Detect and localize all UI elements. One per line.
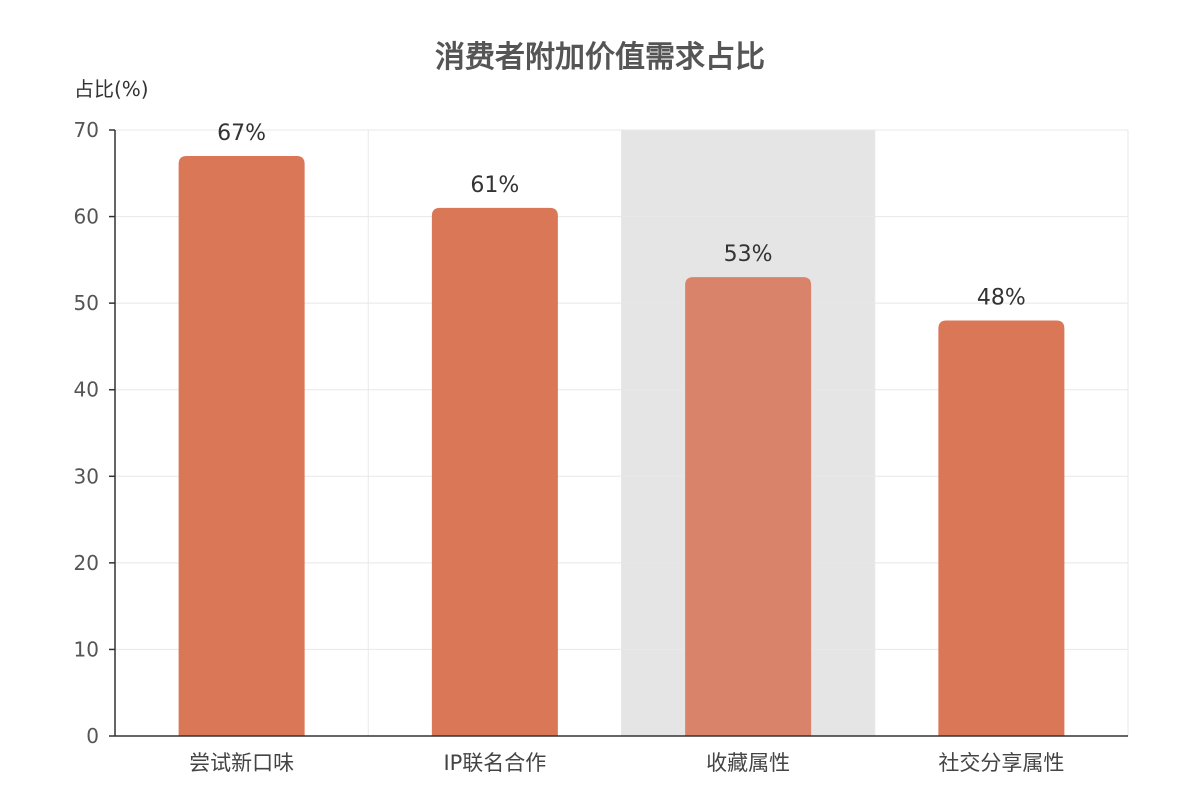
category-label-2: IP联名合作 — [443, 751, 546, 775]
y-tick-label: 0 — [86, 724, 99, 748]
bar-3[interactable] — [685, 277, 812, 736]
bar-2[interactable] — [431, 207, 558, 736]
category-label-1: 尝试新口味 — [189, 751, 294, 775]
y-tick-label: 30 — [74, 464, 99, 488]
y-tick-label: 20 — [74, 551, 99, 575]
data-label-2: 61% — [470, 173, 519, 198]
bar-1[interactable] — [178, 155, 305, 736]
data-label-1: 67% — [217, 121, 266, 146]
data-label-3: 53% — [724, 242, 773, 267]
category-label-4: 社交分享属性 — [938, 751, 1064, 775]
y-tick-label: 10 — [74, 637, 99, 661]
y-tick-label: 40 — [74, 378, 99, 402]
chart-title: 消费者附加价值需求占比 — [435, 40, 765, 75]
bar-4[interactable] — [938, 320, 1065, 736]
y-axis-label: 占比(%) — [74, 77, 149, 101]
y-tick-label: 50 — [74, 291, 99, 315]
y-tick-label: 70 — [74, 118, 99, 142]
data-label-4: 48% — [977, 285, 1026, 310]
y-tick-label: 60 — [74, 205, 99, 229]
category-label-3: 收藏属性 — [706, 751, 790, 775]
